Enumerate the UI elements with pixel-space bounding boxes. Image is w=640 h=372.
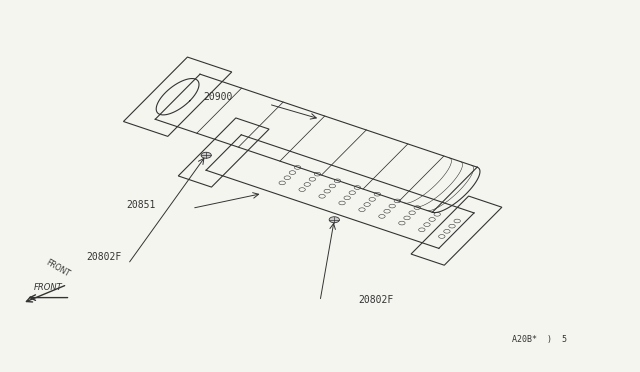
- Text: 20802F: 20802F: [358, 295, 394, 305]
- Text: A20B*  )  5: A20B* ) 5: [512, 335, 567, 344]
- Circle shape: [329, 217, 339, 223]
- Text: 20900: 20900: [203, 92, 232, 102]
- Circle shape: [201, 152, 211, 158]
- Text: FRONT: FRONT: [34, 283, 62, 292]
- Text: 20851: 20851: [126, 200, 156, 210]
- Text: 20802F: 20802F: [86, 252, 122, 262]
- Text: FRONT: FRONT: [44, 258, 71, 279]
